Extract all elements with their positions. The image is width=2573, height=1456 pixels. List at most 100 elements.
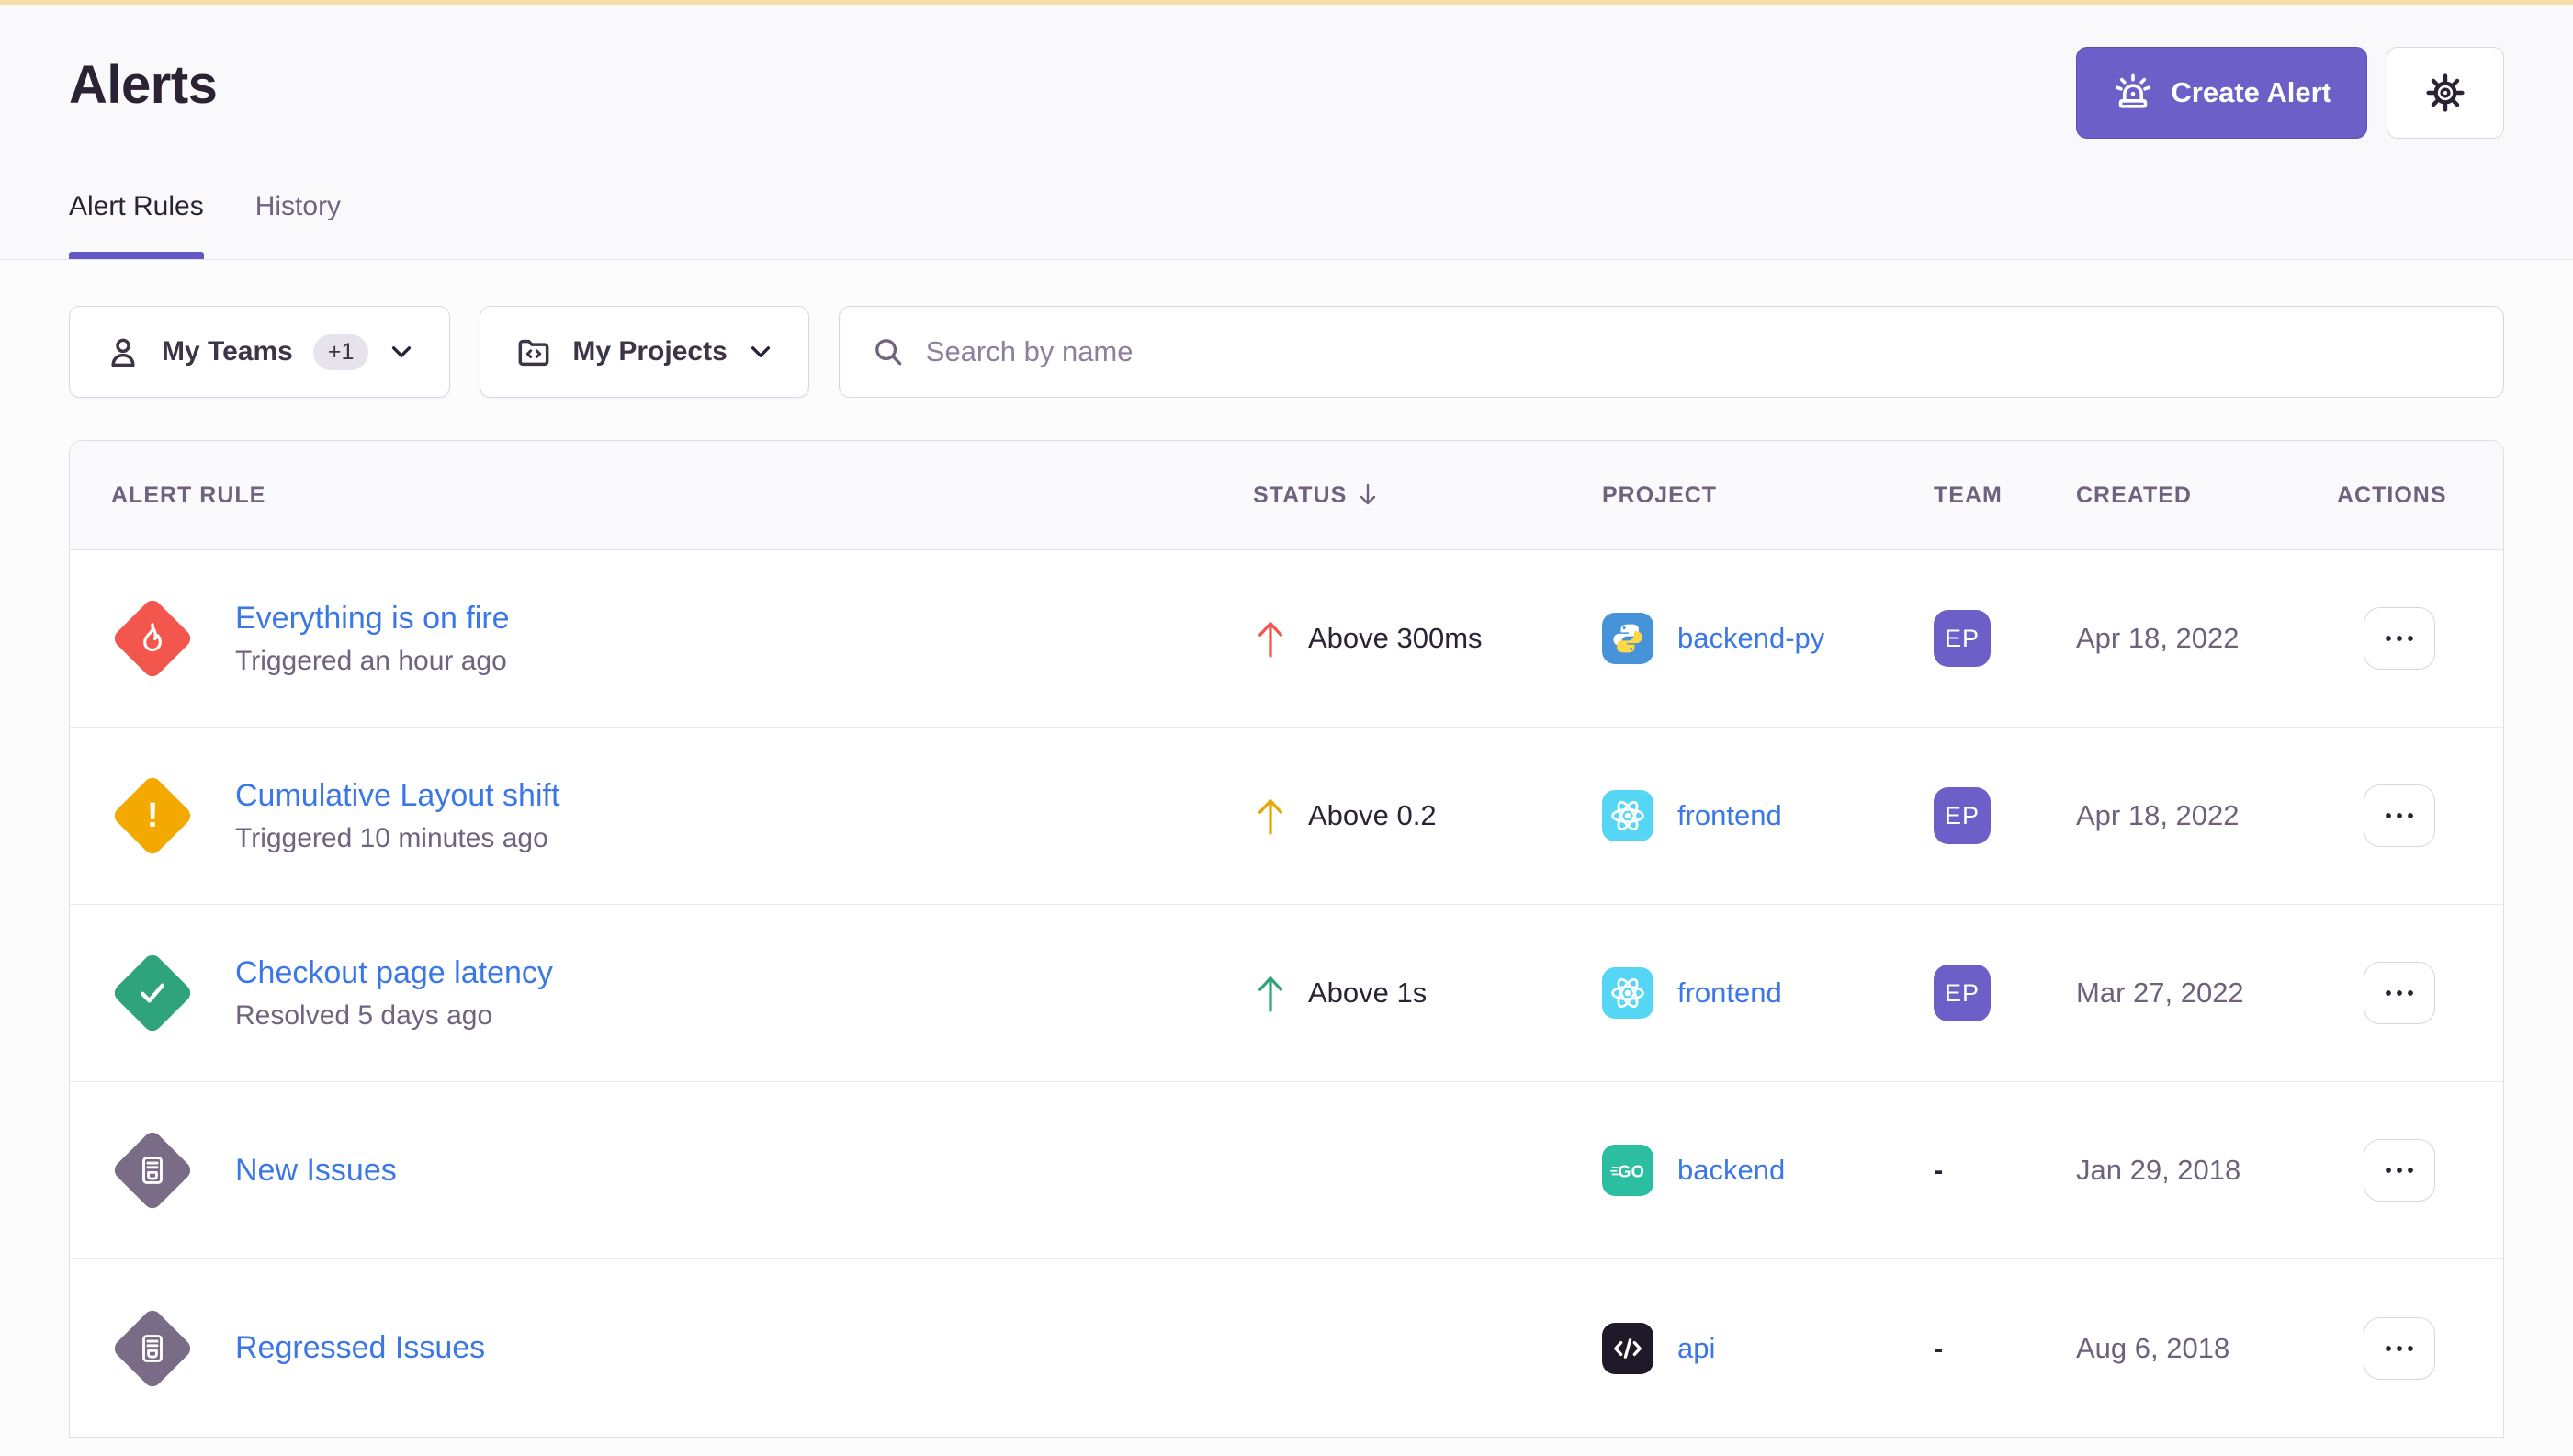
alert-type-icon xyxy=(110,596,195,681)
project-link[interactable]: backend xyxy=(1677,1154,1786,1186)
alert-rule-link[interactable]: Checkout page latency xyxy=(235,954,553,990)
chevron-down-icon xyxy=(748,339,773,365)
status-threshold-text: Above 0.2 xyxy=(1308,799,1437,831)
project-platform-icon xyxy=(1602,967,1653,1019)
status-threshold-text: Above 1s xyxy=(1308,976,1428,1009)
alert-rule-cell: New Issues xyxy=(110,1128,1253,1213)
create-alert-label: Create Alert xyxy=(2171,76,2331,108)
alert-type-icon xyxy=(110,1128,195,1213)
project-folder-icon xyxy=(515,333,552,370)
search-icon xyxy=(871,334,906,369)
alert-rule-cell: Everything is on fire Triggered an hour … xyxy=(110,596,1253,681)
trend-up-icon xyxy=(1253,796,1288,836)
project-link[interactable]: frontend xyxy=(1677,799,1782,831)
status-cell: Above 1s xyxy=(1253,973,1602,1013)
alert-rules-table: ALERT RULE STATUS PROJECT TEAM CREATED A… xyxy=(69,440,2504,1438)
alert-rule-trigger-text: Triggered 10 minutes ago xyxy=(235,822,548,853)
actions-cell xyxy=(2337,962,2462,1024)
ellipsis-icon xyxy=(2384,1344,2415,1353)
table-header-row: ALERT RULE STATUS PROJECT TEAM CREATED A… xyxy=(70,441,2503,550)
project-cell: backend-py xyxy=(1602,613,1934,664)
settings-button[interactable] xyxy=(2387,47,2504,139)
column-header-status[interactable]: STATUS xyxy=(1253,481,1602,509)
ellipsis-icon xyxy=(2384,811,2415,820)
alert-rule-link[interactable]: Everything is on fire xyxy=(235,600,510,636)
project-cell: GO backend xyxy=(1602,1145,1934,1196)
team-empty-dash: - xyxy=(1934,1154,1944,1186)
teams-filter-label: My Teams xyxy=(162,336,293,367)
fire-icon xyxy=(134,620,171,657)
search-input[interactable] xyxy=(925,335,2472,368)
alert-rule-link[interactable]: Cumulative Layout shift xyxy=(235,777,560,813)
teams-extra-count-badge: +1 xyxy=(312,333,369,370)
row-actions-button[interactable] xyxy=(2364,784,2435,847)
tab-alert-rules[interactable]: Alert Rules xyxy=(69,191,204,259)
created-date: Jan 29, 2018 xyxy=(2076,1154,2241,1186)
team-cell: EP xyxy=(1934,787,2076,844)
table-body: Everything is on fire Triggered an hour … xyxy=(70,550,2503,1437)
team-cell: - xyxy=(1934,1332,2076,1365)
ellipsis-icon xyxy=(2384,988,2415,998)
table-row: Regressed Issues api xyxy=(70,1259,2503,1437)
tab-history[interactable]: History xyxy=(254,191,342,221)
status-cell: Above 0.2 xyxy=(1253,796,1602,836)
alert-type-icon: ! xyxy=(110,773,195,858)
team-cell: EP xyxy=(1934,610,2076,667)
siren-icon xyxy=(2112,72,2154,114)
row-actions-button[interactable] xyxy=(2364,962,2435,1024)
gear-icon xyxy=(2424,72,2466,114)
row-actions-button[interactable] xyxy=(2364,1316,2435,1380)
trend-up-icon xyxy=(1253,973,1288,1013)
column-header-actions: ACTIONS xyxy=(2337,481,2447,508)
column-header-team: TEAM xyxy=(1934,481,2003,508)
status-threshold-text: Above 300ms xyxy=(1308,622,1483,654)
project-cell: frontend xyxy=(1602,967,1934,1019)
search-box xyxy=(838,306,2504,398)
actions-cell xyxy=(2337,1139,2462,1202)
team-badge: EP xyxy=(1934,610,1991,667)
actions-cell xyxy=(2337,784,2462,847)
issues-icon xyxy=(135,1331,170,1366)
alert-rule-link[interactable]: New Issues xyxy=(235,1152,397,1188)
alert-type-icon xyxy=(110,1306,195,1390)
tab-bar: Alert Rules History xyxy=(69,191,341,259)
column-header-project: PROJECT xyxy=(1602,481,1718,508)
project-link[interactable]: api xyxy=(1677,1331,1716,1364)
page-title: Alerts xyxy=(69,55,218,115)
create-alert-button[interactable]: Create Alert xyxy=(2076,47,2367,139)
created-date: Aug 6, 2018 xyxy=(2076,1331,2230,1364)
project-link[interactable]: backend-py xyxy=(1677,622,1825,654)
projects-filter-label: My Projects xyxy=(572,336,728,367)
svg-text:GO: GO xyxy=(1618,1161,1644,1180)
project-cell: api xyxy=(1602,1322,1934,1374)
issues-icon xyxy=(135,1153,170,1188)
top-accent-strip xyxy=(0,0,2573,5)
sort-down-icon xyxy=(1356,481,1380,509)
team-cell: EP xyxy=(1934,965,2076,1021)
column-header-alert-rule: ALERT RULE xyxy=(111,481,266,508)
projects-filter-dropdown[interactable]: My Projects xyxy=(480,306,809,398)
project-link[interactable]: frontend xyxy=(1677,976,1782,1009)
row-actions-button[interactable] xyxy=(2364,1139,2435,1202)
teams-filter-dropdown[interactable]: My Teams +1 xyxy=(69,306,451,398)
created-date: Apr 18, 2022 xyxy=(2076,622,2240,654)
team-badge: EP xyxy=(1934,787,1991,844)
alert-rule-cell: Regressed Issues xyxy=(110,1306,1253,1390)
alert-rule-link[interactable]: Regressed Issues xyxy=(235,1330,486,1365)
python-icon xyxy=(1608,618,1648,659)
alert-rule-cell: Checkout page latency Resolved 5 days ag… xyxy=(110,951,1253,1035)
react-icon xyxy=(1608,796,1648,836)
trend-up-icon xyxy=(1253,618,1288,659)
actions-cell xyxy=(2337,1316,2462,1380)
go-icon: GO xyxy=(1608,1150,1648,1191)
page-header: Alerts Create Alert xyxy=(0,5,2573,260)
created-date: Apr 18, 2022 xyxy=(2076,799,2240,831)
alert-rule-trigger-text: Triggered an hour ago xyxy=(235,645,507,676)
alert-type-icon xyxy=(110,951,195,1035)
table-row: New Issues GO backend - xyxy=(70,1082,2503,1259)
warning-icon: ! xyxy=(146,796,159,835)
project-platform-icon: GO xyxy=(1602,1145,1653,1196)
alert-rule-cell: ! Cumulative Layout shift Triggered 10 m… xyxy=(110,773,1253,858)
row-actions-button[interactable] xyxy=(2364,607,2435,670)
status-cell: Above 300ms xyxy=(1253,618,1602,659)
